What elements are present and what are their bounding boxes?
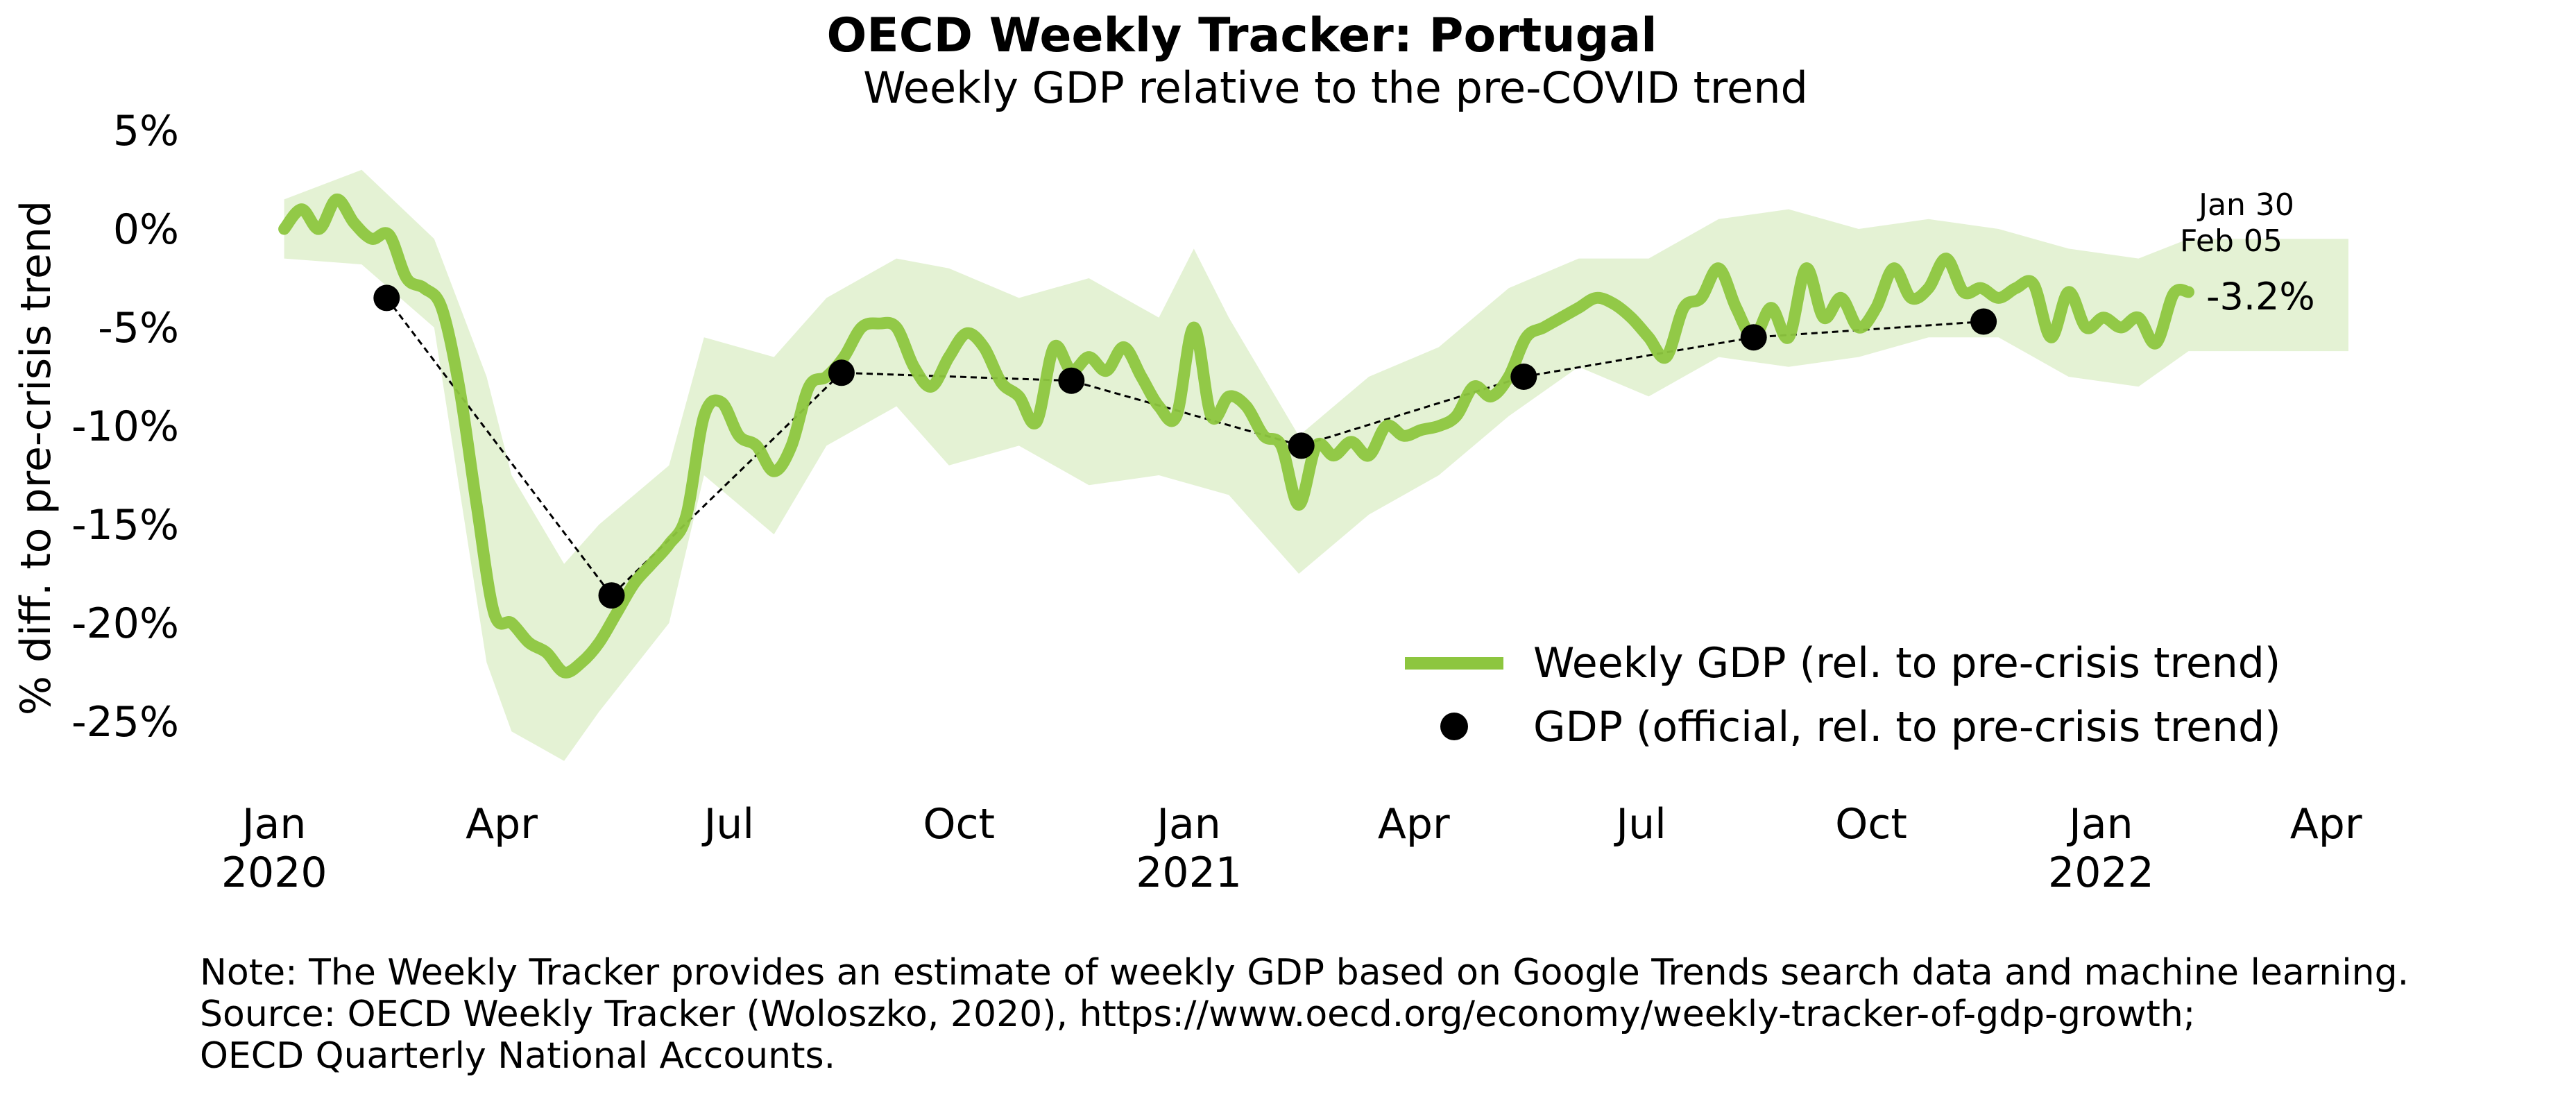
- x-tick-label: Jul: [1613, 800, 1666, 849]
- official-gdp-connector-layer: [386, 297, 1984, 597]
- note-line-3: OECD Quarterly National Accounts.: [200, 1035, 836, 1077]
- official-gdp-connector: [386, 297, 1984, 597]
- x-tick-label: Oct: [923, 800, 995, 849]
- x-tick-label: Apr: [1378, 800, 1450, 849]
- y-tick-label: -15%: [71, 501, 179, 550]
- y-tick-label: -20%: [71, 599, 179, 648]
- note-line-2: Source: OECD Weekly Tracker (Woloszko, 2…: [200, 994, 2196, 1035]
- official-gdp-dot-1: [373, 284, 400, 312]
- y-tick-label: 5%: [113, 107, 179, 155]
- x-tick-label: Jul: [701, 800, 754, 849]
- chart-subtitle: Weekly GDP relative to the pre-COVID tre…: [863, 62, 1808, 113]
- x-tick-year-label: 2021: [1136, 849, 1242, 897]
- official-gdp-dot-3: [828, 359, 855, 386]
- x-tick-label: Apr: [466, 800, 538, 849]
- y-tick-labels: 5% 0% -5% -10% -15% -20% -25%: [71, 107, 179, 747]
- y-tick-label: -5%: [98, 304, 179, 352]
- official-gdp-dot-2: [598, 582, 625, 609]
- official-gdp-dot-4: [1058, 367, 1085, 394]
- official-gdp-dots-layer: [373, 284, 1997, 609]
- y-tick-label: 0%: [113, 205, 179, 254]
- official-gdp-dot-7: [1740, 324, 1767, 351]
- official-gdp-dot-8: [1970, 308, 1997, 335]
- x-tick-label: Jan: [2066, 800, 2133, 849]
- note-line-1: Note: The Weekly Tracker provides an est…: [200, 952, 2409, 994]
- weekly-gdp-line-layer: [278, 193, 2194, 679]
- legend-weekly-label: Weekly GDP (rel. to pre-crisis trend): [1533, 639, 2280, 688]
- y-tick-label: -10%: [71, 402, 179, 451]
- y-axis-label: % diff. to pre-crisis trend: [12, 201, 60, 715]
- legend-official-label: GDP (official, rel. to pre-crisis trend): [1533, 703, 2281, 751]
- legend-official-dot: [1440, 713, 1468, 740]
- x-tick-label: Oct: [1835, 800, 1907, 849]
- x-tick-label: Jan: [239, 800, 307, 849]
- official-gdp-dot-5: [1288, 432, 1315, 459]
- legend: Weekly GDP (rel. to pre-crisis trend) GD…: [1405, 639, 2281, 751]
- x-tick-year-label: 2020: [221, 849, 327, 897]
- official-gdp-dot-6: [1510, 364, 1537, 390]
- annotation-last-value: -3.2%: [2206, 275, 2315, 318]
- x-tick-label: Jan: [1154, 800, 1221, 849]
- x-tick-label: Apr: [2290, 800, 2362, 849]
- weekly-gdp-line: [278, 193, 2194, 679]
- chart-title: OECD Weekly Tracker: Portugal: [826, 8, 1657, 63]
- annotation-date-1: Jan 30: [2197, 187, 2294, 223]
- y-tick-label: -25%: [71, 698, 179, 747]
- x-tick-year-label: 2022: [2048, 849, 2154, 897]
- annotation-date-2: Feb 05: [2180, 223, 2283, 259]
